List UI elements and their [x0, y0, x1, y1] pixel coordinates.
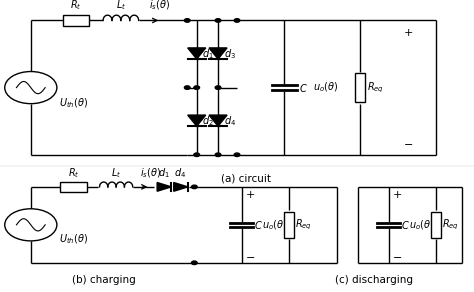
Polygon shape — [188, 48, 206, 59]
Bar — [63, 15, 89, 26]
Circle shape — [5, 72, 57, 104]
Text: $i_s(\theta)$: $i_s(\theta)$ — [149, 0, 171, 12]
Circle shape — [194, 153, 200, 157]
Circle shape — [184, 86, 190, 89]
Text: $R_t$: $R_t$ — [70, 0, 82, 12]
Text: $d_4$: $d_4$ — [224, 114, 236, 128]
Text: $C$: $C$ — [254, 219, 263, 231]
Circle shape — [191, 261, 197, 265]
Circle shape — [234, 153, 240, 157]
Text: $U_{th}(\theta)$: $U_{th}(\theta)$ — [59, 232, 88, 246]
Circle shape — [234, 19, 240, 22]
Text: $d_4$: $d_4$ — [174, 166, 186, 180]
Text: $d_2$: $d_2$ — [202, 114, 214, 128]
Text: $i_s(\theta)$: $i_s(\theta)$ — [140, 166, 161, 180]
Text: $u_o(\theta)$: $u_o(\theta)$ — [313, 81, 338, 94]
Text: $d_3$: $d_3$ — [224, 47, 236, 61]
Text: $R_{eq}$: $R_{eq}$ — [442, 218, 459, 232]
Circle shape — [191, 185, 197, 189]
Text: (a) circuit: (a) circuit — [221, 173, 272, 183]
Text: $C$: $C$ — [401, 219, 410, 231]
Text: $d_1$: $d_1$ — [202, 47, 214, 61]
Text: $C$: $C$ — [299, 81, 308, 94]
Text: $L_t$: $L_t$ — [116, 0, 126, 12]
Bar — [431, 212, 441, 238]
Text: (b) charging: (b) charging — [73, 275, 136, 285]
Polygon shape — [209, 115, 227, 126]
Text: $u_o(\theta)$: $u_o(\theta)$ — [409, 218, 434, 232]
Bar — [284, 212, 294, 238]
Circle shape — [215, 86, 221, 89]
Text: $-$: $-$ — [245, 251, 255, 260]
Text: $u_o(\theta)$: $u_o(\theta)$ — [262, 218, 287, 232]
Text: (c) discharging: (c) discharging — [336, 275, 413, 285]
Circle shape — [215, 153, 221, 157]
Polygon shape — [157, 182, 172, 191]
Circle shape — [184, 19, 190, 22]
Bar — [61, 182, 86, 192]
Text: $-$: $-$ — [402, 138, 413, 148]
Polygon shape — [173, 182, 188, 191]
Text: $R_{eq}$: $R_{eq}$ — [367, 80, 384, 95]
Text: $+$: $+$ — [392, 189, 402, 200]
Text: $d_1$: $d_1$ — [158, 166, 169, 180]
Bar — [355, 73, 365, 102]
Text: $-$: $-$ — [392, 251, 402, 260]
Circle shape — [5, 209, 57, 241]
Circle shape — [215, 19, 221, 22]
Polygon shape — [188, 115, 206, 126]
Text: $L_t$: $L_t$ — [111, 166, 121, 180]
Text: $+$: $+$ — [402, 27, 413, 38]
Circle shape — [194, 86, 200, 89]
Polygon shape — [209, 48, 227, 59]
Text: $+$: $+$ — [245, 189, 255, 200]
Text: $R_{eq}$: $R_{eq}$ — [295, 218, 312, 232]
Text: $R_t$: $R_t$ — [68, 166, 79, 180]
Text: $U_{th}(\theta)$: $U_{th}(\theta)$ — [59, 96, 88, 110]
